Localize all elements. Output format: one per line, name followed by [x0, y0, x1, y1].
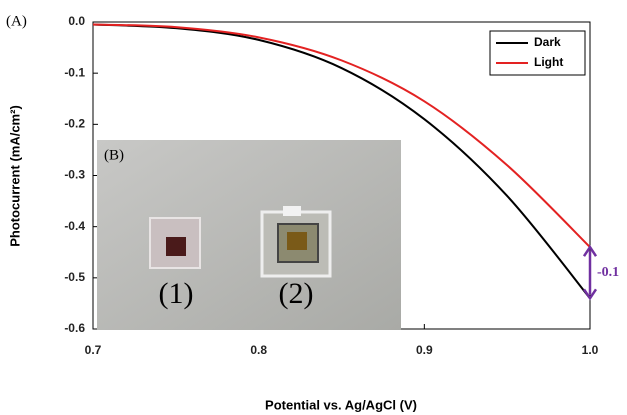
y-tick-label: -0.2 — [64, 117, 85, 131]
chart: (A) Photocurrent (mA/cm²) Potential vs. … — [0, 0, 627, 415]
y-axis-title: Photocurrent (mA/cm²) — [7, 105, 22, 247]
y-tick-label: -0.1 — [64, 65, 85, 79]
y-tick-label: -0.5 — [64, 270, 85, 284]
inset-label: (1) — [159, 277, 194, 310]
panel-label: (B) — [104, 147, 124, 163]
y-tick-label: 0.0 — [68, 14, 85, 28]
inset-photo: (B) (1) (2) — [97, 140, 401, 330]
sample-film — [287, 232, 307, 250]
x-tick-label: 1.0 — [582, 343, 599, 357]
x-tick-label: 0.7 — [85, 343, 102, 357]
x-axis-title: Potential vs. Ag/AgCl (V) — [265, 397, 417, 412]
x-tick-label: 0.8 — [250, 343, 267, 357]
y-tick-label: -0.6 — [64, 321, 85, 335]
page: (A) Photocurrent (mA/cm²) Potential vs. … — [0, 0, 627, 415]
sample-film — [166, 237, 186, 256]
inset-label: (2) — [279, 277, 314, 310]
legend-label: Light — [534, 55, 563, 69]
inset-background — [97, 140, 401, 330]
y-tick-label: -0.4 — [64, 219, 85, 233]
annotation: -0.1 — [597, 265, 619, 280]
sample-contact — [283, 206, 301, 216]
x-tick-label: 0.9 — [416, 343, 433, 357]
panel-label: (A) — [6, 13, 27, 29]
y-tick-label: -0.3 — [64, 168, 85, 182]
legend-label: Dark — [534, 35, 561, 49]
